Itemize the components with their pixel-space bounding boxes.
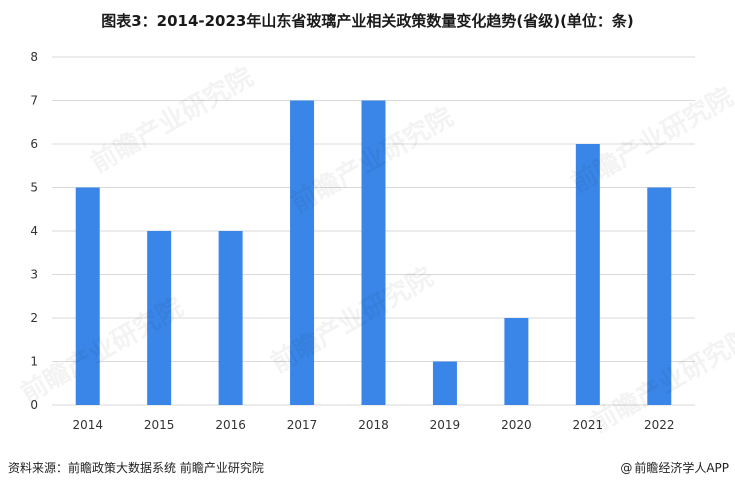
bar-2020: [504, 318, 529, 405]
y-tick-label: 1: [30, 355, 38, 369]
y-tick-label: 7: [30, 94, 38, 108]
y-tick-label: 6: [30, 137, 38, 151]
x-axis-ticks: 2014 2015 2016 2017 2018 2019 2020 2021 2022: [72, 418, 674, 432]
x-tick-label: 2020: [501, 418, 532, 432]
y-tick-label: 2: [30, 311, 38, 325]
y-tick-label: 3: [30, 268, 38, 282]
x-tick-label: 2019: [430, 418, 461, 432]
x-tick-label: 2022: [644, 418, 675, 432]
y-tick-label: 4: [30, 224, 38, 238]
brand-name: 前瞻经济学人APP: [634, 461, 729, 475]
x-tick-label: 2014: [72, 418, 103, 432]
y-tick-label: 0: [30, 398, 38, 412]
bar-2015: [147, 231, 172, 405]
x-tick-label: 2021: [573, 418, 604, 432]
y-tick-label: 5: [30, 181, 38, 195]
bars: [75, 100, 672, 405]
bar-2022: [647, 187, 672, 405]
brand-credit: @ 前瞻经济学人APP: [620, 459, 729, 476]
y-axis-ticks: 0 1 2 3 4 5 6 7 8: [30, 50, 38, 412]
bar-2019: [432, 361, 457, 405]
bar-2021: [575, 144, 600, 405]
y-tick-label: 8: [30, 50, 38, 64]
x-tick-label: 2018: [358, 418, 389, 432]
bar-2016: [218, 231, 243, 405]
x-tick-label: 2017: [287, 418, 318, 432]
source-note: 资料来源：前瞻政策大数据系统 前瞻产业研究院: [8, 461, 264, 475]
chart-title: 图表3：2014-2023年山东省玻璃产业相关政策数量变化趋势(省级)(单位：条…: [101, 12, 634, 30]
x-tick-label: 2015: [144, 418, 175, 432]
bar-2017: [290, 100, 315, 405]
bar-2014: [75, 187, 100, 405]
brand-logo-icon: @: [620, 461, 633, 475]
bar-2018: [361, 100, 386, 405]
x-tick-label: 2016: [215, 418, 246, 432]
